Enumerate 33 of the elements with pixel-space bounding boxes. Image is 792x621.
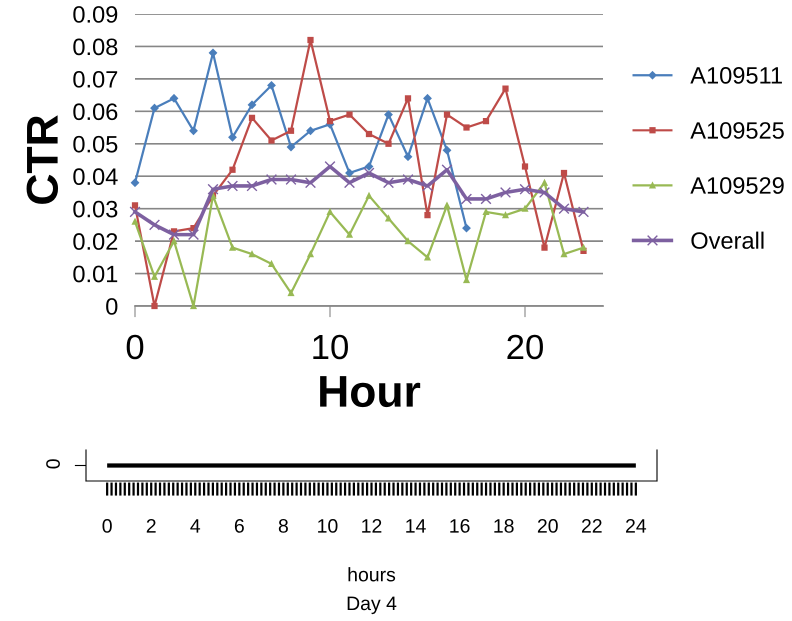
x-tick-label: 0 [126, 334, 144, 360]
legend-label: A109529 [690, 177, 784, 194]
legend-label: Overall [691, 232, 764, 249]
y-tick-label: 0.03 [73, 200, 118, 218]
x-tick-label: 20 [507, 334, 543, 360]
x-tick-label: 10 [318, 519, 338, 533]
y-tick-label: 0.04 [73, 168, 118, 186]
x-tick-label: 14 [406, 519, 426, 533]
y-tick-label: 0.02 [73, 233, 118, 250]
x-tick-label: 24 [626, 519, 646, 533]
x-tick-label: 18 [494, 519, 514, 533]
x-tick-label: 22 [582, 519, 602, 533]
x-tick-label: 4 [190, 519, 200, 533]
y-tick-label: 0.09 [73, 6, 118, 23]
y-axis-title: CTR [26, 115, 58, 204]
x-tick-label: 10 [313, 334, 348, 360]
x-tick-label: 16 [450, 519, 470, 533]
x-axis-title: hours [348, 567, 396, 582]
y-tick-label: 0.05 [73, 136, 118, 153]
y-tick-label: 0 [106, 298, 118, 315]
x-tick-label: 8 [278, 519, 288, 533]
x-tick-label: 12 [362, 519, 382, 533]
x-tick-label: 2 [146, 519, 156, 533]
y-tick-label: 0.01 [73, 266, 118, 282]
text: Day 4 [348, 596, 396, 614]
x-tick-label: 6 [234, 519, 244, 533]
y-tick-label: 0.06 [73, 103, 118, 120]
x-tick-label: 20 [538, 519, 558, 533]
legend-label: A109511 [690, 67, 782, 84]
y-tick-label: 0.07 [73, 70, 118, 88]
legend-label: A109525 [690, 122, 784, 139]
y-tick-label: 0.08 [73, 38, 118, 56]
x-axis-title: Hour [320, 376, 420, 408]
